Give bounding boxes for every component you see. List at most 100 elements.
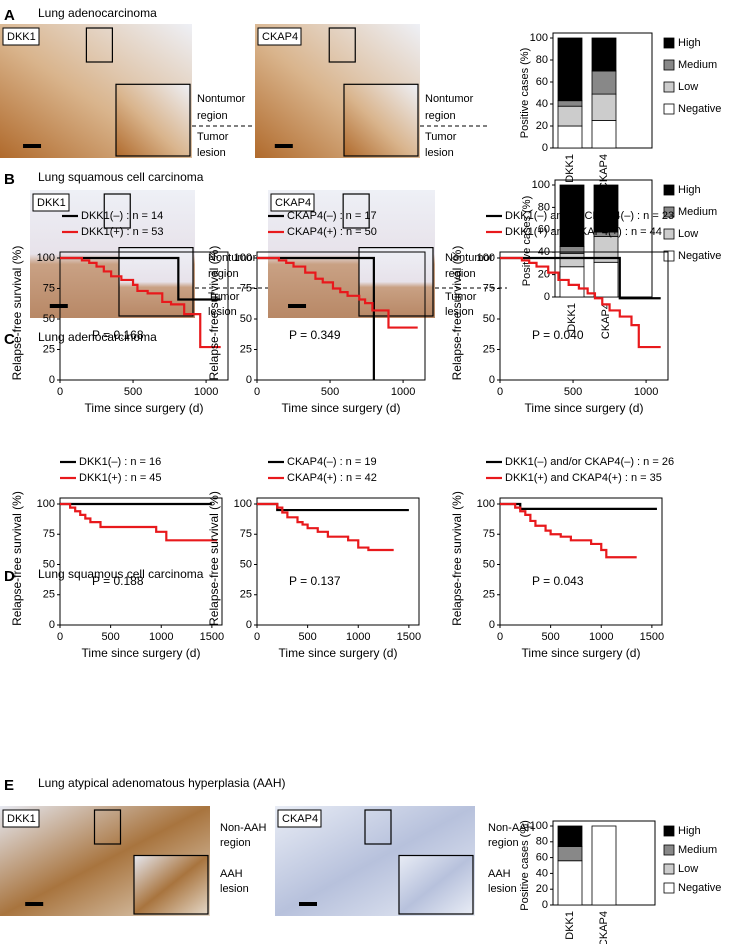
y-tick-label: 60 bbox=[536, 76, 548, 88]
x-axis-label: Time since surgery (d) bbox=[279, 646, 398, 660]
y-tick-label: 50 bbox=[483, 558, 495, 570]
region-label: region bbox=[197, 110, 228, 122]
region-label: Nontumor bbox=[425, 93, 474, 105]
p-value: P = 0.349 bbox=[289, 328, 341, 342]
legend-swatch bbox=[663, 844, 675, 856]
inset-box bbox=[85, 27, 114, 63]
bar-segment bbox=[591, 93, 617, 121]
x-tick-label: 1500 bbox=[200, 631, 224, 643]
x-tick-label: 0 bbox=[57, 631, 63, 643]
legend-label: Medium bbox=[678, 844, 717, 856]
y-tick-label: 25 bbox=[483, 343, 495, 355]
x-axis-label: Time since surgery (d) bbox=[522, 646, 641, 660]
y-tick-label: 100 bbox=[37, 252, 55, 264]
y-tick-label: 0 bbox=[246, 374, 252, 386]
y-tick-label: 60 bbox=[536, 852, 548, 864]
region-label: Non-AAH bbox=[488, 822, 535, 834]
legend-label: Medium bbox=[678, 59, 717, 71]
x-tick-label: DKK1 bbox=[566, 303, 578, 332]
stain-label: DKK1 bbox=[7, 31, 36, 43]
legend-swatch bbox=[663, 59, 675, 71]
legend-label: DKK1(–) : n = 16 bbox=[79, 456, 161, 468]
scale-bar bbox=[49, 304, 68, 308]
legend-swatch bbox=[663, 103, 675, 115]
y-tick-label: 50 bbox=[43, 558, 55, 570]
y-axis-label: Relapse-free survival (%) bbox=[450, 246, 464, 381]
x-tick-label: 500 bbox=[298, 631, 316, 643]
region-label: lesion bbox=[220, 883, 249, 895]
legend-swatch bbox=[663, 250, 675, 262]
x-tick-label: 0 bbox=[497, 631, 503, 643]
legend-label: DKK1(–) : n = 14 bbox=[81, 210, 163, 222]
inset-box bbox=[93, 809, 122, 845]
stain-label-box bbox=[270, 193, 315, 212]
legend-swatch bbox=[663, 228, 675, 240]
y-tick-label: 100 bbox=[234, 252, 252, 264]
y-tick-label: 0 bbox=[489, 374, 495, 386]
p-value: P = 0.168 bbox=[92, 328, 144, 342]
y-tick-label: 100 bbox=[530, 32, 548, 44]
y-tick-label: 75 bbox=[43, 282, 55, 294]
region-label: region bbox=[425, 110, 456, 122]
stain-label-box bbox=[32, 193, 70, 212]
scale-bar bbox=[25, 902, 44, 906]
y-tick-label: 40 bbox=[536, 867, 548, 879]
panel-title: Lung atypical adenomatous hyperplasia (A… bbox=[38, 776, 285, 790]
survival-curve bbox=[60, 502, 217, 542]
y-tick-label: 0 bbox=[246, 619, 252, 631]
panel-title: Lung squamous cell carcinoma bbox=[38, 567, 204, 581]
y-tick-label: 50 bbox=[43, 313, 55, 325]
region-label: lesion bbox=[488, 883, 517, 895]
stain-label: DKK1 bbox=[7, 813, 36, 825]
panel-label: D bbox=[4, 568, 15, 585]
survival-curve bbox=[60, 256, 221, 349]
y-tick-label: 100 bbox=[37, 498, 55, 510]
bar-segment bbox=[591, 120, 617, 149]
legend-label: DKK1(–) and/or CKAP4(–) : n = 23 bbox=[505, 210, 674, 222]
region-label: lesion bbox=[208, 306, 237, 318]
region-label: region bbox=[220, 837, 251, 849]
y-tick-label: 100 bbox=[234, 498, 252, 510]
x-tick-label: 0 bbox=[497, 386, 503, 398]
legend-label: DKK1(+) and CKAP4(+) : n = 44 bbox=[505, 226, 662, 238]
bar-segment bbox=[559, 266, 585, 298]
y-tick-label: 50 bbox=[483, 313, 495, 325]
survival-curve bbox=[257, 256, 375, 380]
legend-label: CKAP4(–) : n = 19 bbox=[287, 456, 377, 468]
x-tick-label: 1000 bbox=[634, 386, 658, 398]
legend-label: Low bbox=[678, 81, 698, 93]
y-tick-label: 40 bbox=[536, 98, 548, 110]
x-tick-label: CKAP4 bbox=[598, 154, 610, 190]
y-tick-label: 100 bbox=[532, 179, 550, 191]
inset bbox=[398, 854, 474, 915]
region-label: Tumor bbox=[445, 291, 477, 303]
bar-segment bbox=[593, 261, 619, 298]
x-tick-label: 1000 bbox=[391, 386, 415, 398]
p-value: P = 0.040 bbox=[532, 328, 584, 342]
region-label: region bbox=[445, 268, 476, 280]
stain-label: CKAP4 bbox=[282, 813, 318, 825]
stain-label: CKAP4 bbox=[275, 197, 311, 209]
panel-label: C bbox=[4, 331, 15, 348]
panel-label: A bbox=[4, 7, 15, 24]
bar-segment bbox=[593, 184, 619, 233]
legend-label: High bbox=[678, 825, 701, 837]
stain-label: CKAP4 bbox=[262, 31, 298, 43]
region-label: Nontumor bbox=[208, 252, 257, 264]
region-label: AAH bbox=[220, 868, 243, 880]
legend-label: DKK1(–) and/or CKAP4(–) : n = 26 bbox=[505, 456, 674, 468]
x-axis-label: Time since surgery (d) bbox=[82, 646, 201, 660]
bar-segment bbox=[559, 184, 585, 247]
region-label: Tumor bbox=[197, 131, 229, 143]
y-tick-label: 80 bbox=[536, 836, 548, 848]
bar-segment bbox=[591, 70, 617, 95]
x-axis-label: Time since surgery (d) bbox=[525, 401, 644, 415]
y-axis-label: Relapse-free survival (%) bbox=[450, 491, 464, 626]
x-tick-label: 1000 bbox=[346, 631, 370, 643]
y-tick-label: 20 bbox=[536, 120, 548, 132]
legend-swatch bbox=[663, 882, 675, 894]
region-label: AAH bbox=[488, 868, 511, 880]
region-label: lesion bbox=[445, 306, 474, 318]
legend-label: CKAP4(–) : n = 17 bbox=[287, 210, 377, 222]
